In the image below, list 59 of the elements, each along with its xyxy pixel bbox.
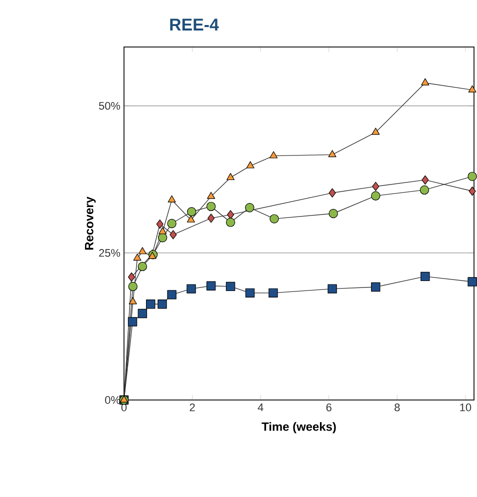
- point: [371, 191, 380, 200]
- point: [372, 128, 380, 135]
- point: [158, 299, 167, 309]
- point: [206, 202, 216, 212]
- point: [128, 282, 138, 292]
- point: [207, 192, 216, 199]
- point: [128, 272, 136, 282]
- point: [245, 288, 255, 298]
- point: [328, 284, 337, 294]
- point: [138, 262, 148, 272]
- x-tick-label: 8: [394, 404, 400, 412]
- point: [270, 214, 279, 224]
- point: [328, 208, 338, 218]
- point: [167, 290, 176, 300]
- point: [245, 203, 254, 212]
- point: [268, 288, 278, 298]
- point: [208, 214, 215, 223]
- point: [328, 150, 336, 158]
- point: [226, 282, 236, 292]
- x-tick-label: 10: [460, 404, 472, 412]
- point: [138, 308, 148, 318]
- point: [128, 297, 137, 304]
- point: [328, 188, 336, 198]
- y-tick-label: 50%: [98, 102, 120, 110]
- point: [187, 207, 196, 216]
- y-tick-label: 25%: [99, 249, 120, 257]
- point: [422, 175, 429, 185]
- point: [206, 281, 216, 290]
- point: [186, 215, 195, 222]
- point: [420, 272, 430, 282]
- x-axis-title: Time (weeks): [262, 422, 336, 434]
- point: [421, 78, 430, 86]
- point: [158, 227, 167, 234]
- point: [270, 151, 278, 158]
- point: [170, 230, 177, 240]
- point: [226, 218, 236, 227]
- point: [246, 161, 254, 168]
- point: [226, 173, 235, 180]
- point: [158, 233, 168, 242]
- x-tick-label: 2: [190, 404, 195, 412]
- point: [120, 395, 128, 402]
- point: [186, 284, 196, 294]
- y-axis-title: Recovery: [85, 196, 96, 250]
- point: [128, 317, 138, 326]
- chart-title: REE-4: [170, 18, 219, 30]
- point: [168, 195, 176, 202]
- point: [138, 247, 146, 254]
- point: [420, 185, 430, 195]
- point: [468, 85, 476, 92]
- x-tick-label: 4: [258, 404, 264, 412]
- point: [372, 182, 380, 192]
- point: [167, 218, 176, 228]
- point: [468, 186, 476, 196]
- x-tick-label: 6: [326, 404, 332, 412]
- point: [133, 254, 142, 261]
- point: [146, 299, 156, 309]
- point: [156, 219, 164, 229]
- point: [371, 282, 380, 292]
- y-tick-label: 0%: [105, 396, 120, 404]
